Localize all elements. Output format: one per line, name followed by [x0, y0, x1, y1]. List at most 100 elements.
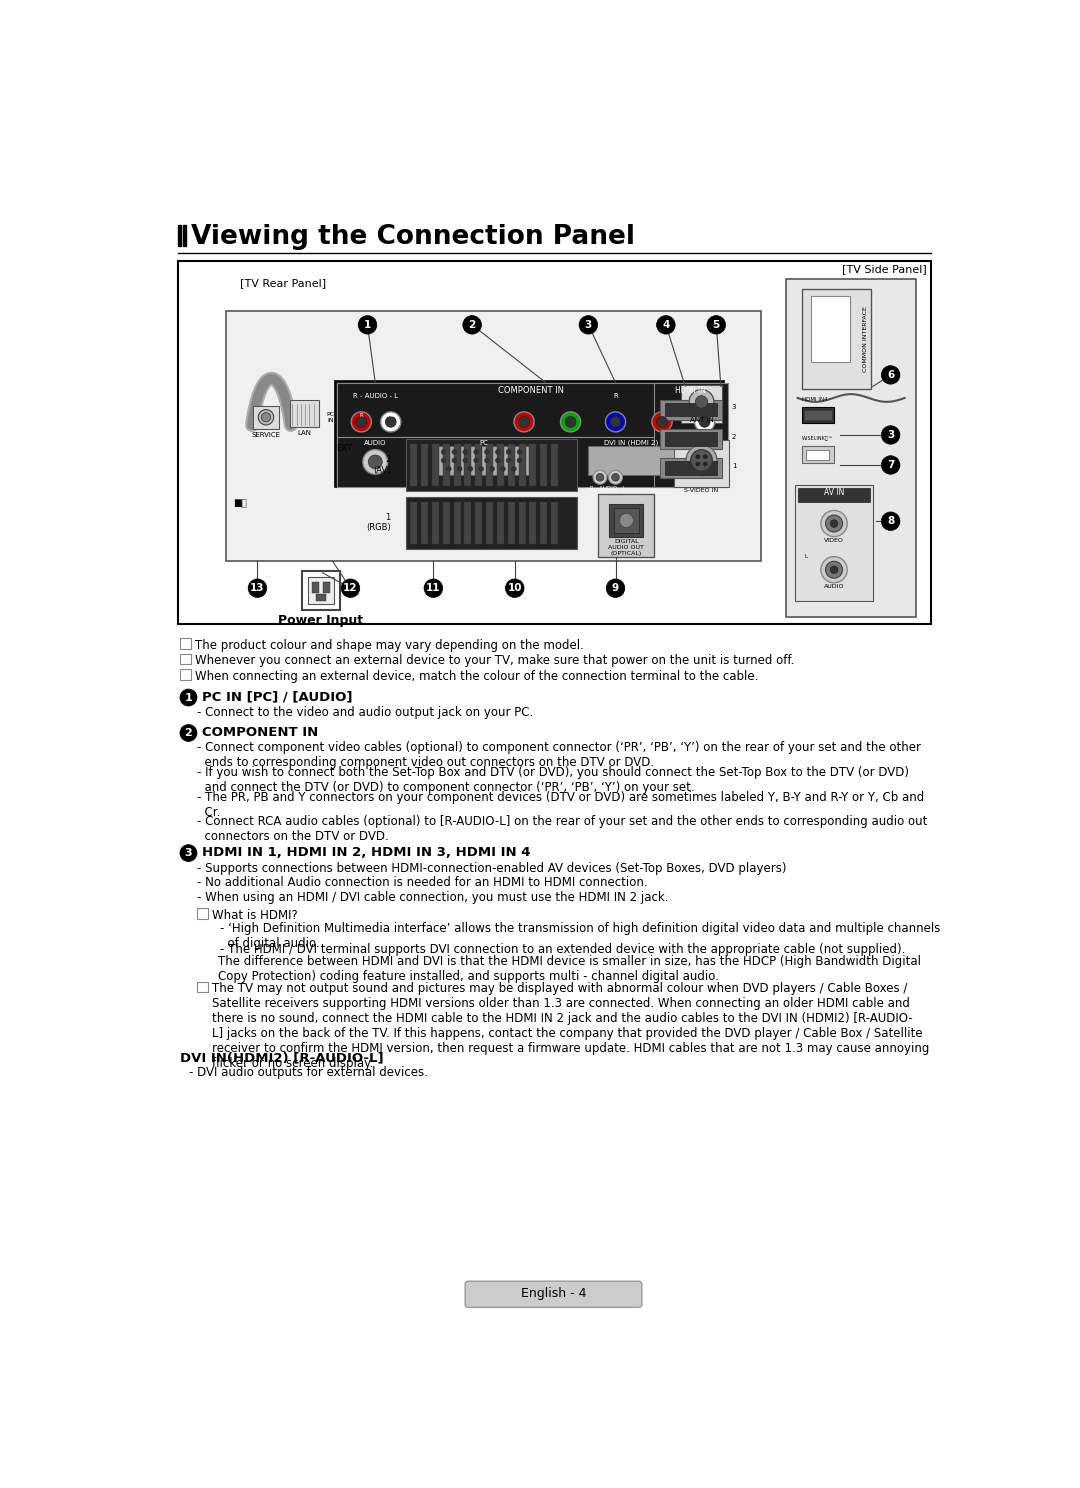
Circle shape: [363, 449, 388, 475]
Text: - Connect RCA audio cables (optional) to [R-AUDIO-L] on the rear of your set and: - Connect RCA audio cables (optional) to…: [197, 815, 928, 844]
Bar: [598, 494, 654, 558]
Text: AUDIO: AUDIO: [364, 439, 387, 445]
Text: Power Input: Power Input: [279, 615, 364, 628]
Bar: [406, 497, 577, 549]
Text: HDMI IN4: HDMI IN4: [801, 397, 827, 402]
Text: - DVI audio outputs for external devices.: - DVI audio outputs for external devices…: [189, 1067, 428, 1079]
Text: 2: 2: [732, 433, 737, 439]
Text: 13: 13: [251, 583, 265, 594]
Circle shape: [441, 449, 446, 454]
Text: SERVICE: SERVICE: [252, 432, 281, 437]
Text: - The HDMI / DVI terminal supports DVI connection to an extended device with the: - The HDMI / DVI terminal supports DVI c…: [220, 943, 906, 957]
Text: - Connect component video cables (optional) to component connector (‘PR’, ‘PB’, : - Connect component video cables (option…: [197, 741, 921, 769]
Bar: [613, 507, 638, 533]
Circle shape: [686, 445, 717, 476]
Circle shape: [480, 467, 484, 472]
Circle shape: [424, 579, 443, 598]
Bar: [177, 225, 180, 247]
Circle shape: [881, 426, 900, 445]
Text: L: L: [389, 412, 392, 418]
Text: R: R: [613, 393, 618, 399]
Bar: [464, 445, 471, 485]
Text: S-VIDEO IN: S-VIDEO IN: [685, 488, 718, 493]
Circle shape: [474, 449, 478, 454]
Circle shape: [441, 458, 446, 463]
Bar: [665, 403, 717, 417]
Bar: [475, 445, 482, 485]
Bar: [589, 446, 674, 475]
Text: - Supports connections between HDMI-connection-enabled AV devices (Set-Top Boxes: - Supports connections between HDMI-conn…: [197, 862, 786, 875]
Bar: [197, 908, 207, 918]
Bar: [308, 577, 334, 604]
Circle shape: [821, 510, 847, 537]
Circle shape: [579, 315, 597, 335]
Circle shape: [356, 417, 367, 427]
Text: R - AUDIO - L: R - AUDIO - L: [590, 485, 625, 491]
Circle shape: [657, 315, 675, 335]
Circle shape: [261, 412, 271, 423]
Circle shape: [608, 470, 622, 484]
Bar: [454, 445, 460, 485]
Text: The TV may not output sound and pictures may be displayed with abnormal colour w: The TV may not output sound and pictures…: [213, 982, 930, 1070]
Text: EXT: EXT: [337, 445, 352, 454]
Bar: [665, 461, 717, 475]
Text: 1: 1: [185, 692, 192, 702]
Bar: [681, 385, 721, 424]
Circle shape: [699, 417, 710, 427]
Text: Whenever you connect an external device to your TV, make sure that power on the : Whenever you connect an external device …: [195, 655, 795, 668]
Text: DIGITAL
AUDIO OUT
(OPTICAL): DIGITAL AUDIO OUT (OPTICAL): [608, 539, 645, 555]
Bar: [661, 458, 721, 478]
Circle shape: [507, 449, 511, 454]
Bar: [497, 501, 504, 543]
Bar: [508, 501, 515, 543]
Bar: [197, 982, 207, 992]
Text: 3: 3: [732, 405, 737, 411]
Text: PC IN [PC] / [AUDIO]: PC IN [PC] / [AUDIO]: [202, 690, 352, 704]
Bar: [312, 582, 319, 592]
Circle shape: [463, 458, 468, 463]
Bar: [518, 501, 526, 543]
Bar: [529, 445, 537, 485]
Text: HDMI IN 1, HDMI IN 2, HDMI IN 3, HDMI IN 4: HDMI IN 1, HDMI IN 2, HDMI IN 3, HDMI IN…: [202, 847, 530, 859]
Bar: [337, 382, 726, 436]
Circle shape: [703, 463, 707, 466]
Text: 1: 1: [732, 463, 737, 469]
Bar: [798, 488, 869, 501]
Bar: [508, 445, 515, 485]
Circle shape: [351, 412, 372, 432]
Circle shape: [825, 561, 842, 579]
Bar: [801, 446, 834, 463]
Text: What is HDMI?: What is HDMI?: [213, 909, 298, 921]
Circle shape: [258, 409, 273, 426]
Circle shape: [831, 565, 838, 573]
Bar: [661, 429, 721, 449]
Circle shape: [368, 455, 382, 469]
Circle shape: [821, 557, 847, 583]
Text: - The PR, PB and Y connectors on your component devices (DTV or DVD) are sometim: - The PR, PB and Y connectors on your co…: [197, 790, 924, 818]
Circle shape: [881, 512, 900, 530]
Bar: [432, 501, 438, 543]
Text: COMPONENT IN: COMPONENT IN: [202, 726, 318, 740]
Bar: [180, 670, 191, 680]
Bar: [497, 445, 504, 485]
Circle shape: [696, 396, 707, 408]
Circle shape: [561, 412, 581, 432]
Bar: [454, 501, 460, 543]
Circle shape: [596, 473, 604, 481]
Circle shape: [619, 513, 633, 527]
Circle shape: [689, 390, 714, 414]
Text: ANT IN: ANT IN: [690, 417, 714, 423]
Circle shape: [652, 412, 672, 432]
Circle shape: [606, 579, 625, 598]
Bar: [335, 381, 724, 487]
Bar: [291, 400, 320, 427]
Bar: [529, 501, 537, 543]
Circle shape: [831, 519, 838, 527]
Circle shape: [180, 689, 197, 705]
Bar: [795, 485, 873, 601]
Circle shape: [496, 449, 500, 454]
Bar: [432, 445, 438, 485]
Circle shape: [517, 458, 522, 463]
Bar: [437, 446, 530, 475]
Bar: [443, 445, 449, 485]
